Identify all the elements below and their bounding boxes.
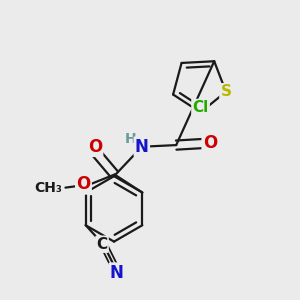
Text: O: O <box>76 176 91 194</box>
Text: O: O <box>88 138 102 156</box>
Text: O: O <box>203 134 217 152</box>
Text: N: N <box>135 138 149 156</box>
Text: CH₃: CH₃ <box>34 181 62 195</box>
Text: H: H <box>124 131 136 146</box>
Text: S: S <box>220 84 231 99</box>
Text: Cl: Cl <box>192 100 209 115</box>
Text: C: C <box>97 237 108 252</box>
Text: N: N <box>110 264 124 282</box>
